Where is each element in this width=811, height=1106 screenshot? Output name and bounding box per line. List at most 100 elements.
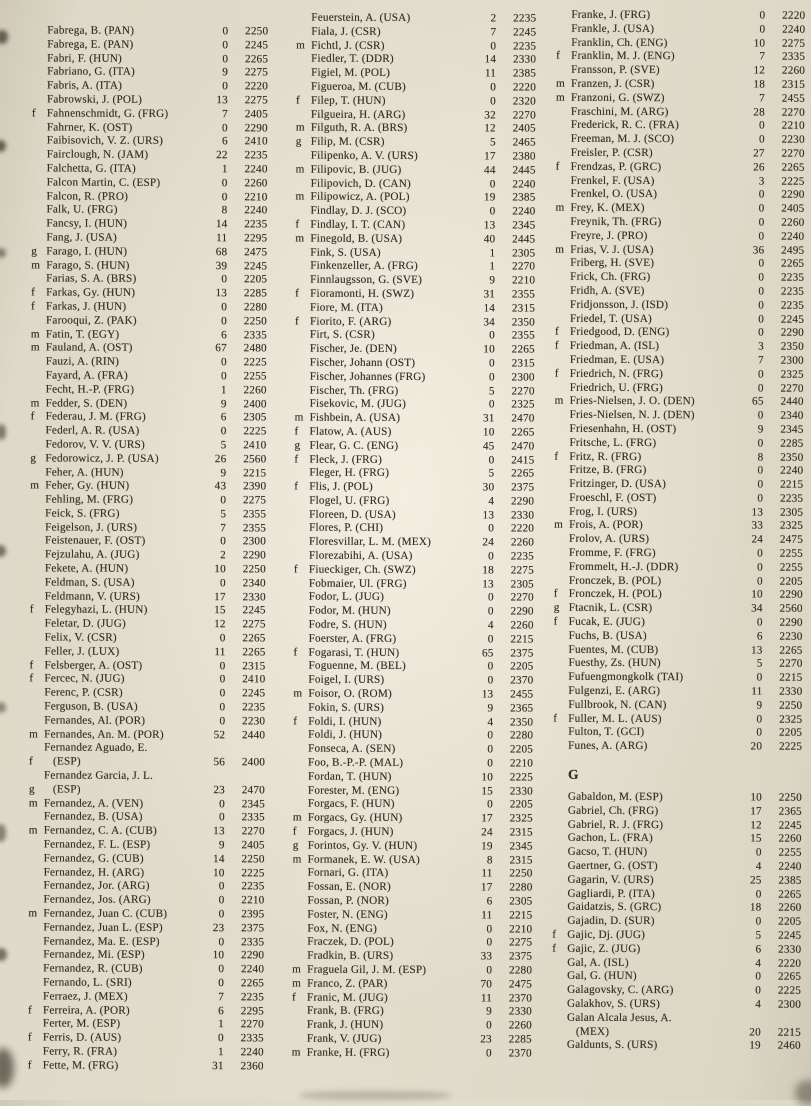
- rating-value: 2445: [495, 233, 535, 247]
- player-name: Filgueira, H. (ARG): [311, 108, 470, 122]
- games-count: 9: [736, 699, 762, 713]
- rating-value: 2270: [765, 148, 805, 162]
- player-name: Fernandez, Juan C. (CUB): [43, 907, 198, 921]
- games-count: 0: [200, 632, 226, 646]
- player-name: Fodor, L. (JUG): [309, 591, 468, 605]
- player-name: Fuentes, M. (CUB): [569, 643, 737, 658]
- rating-value: 2345: [225, 798, 265, 812]
- player-name: Friberg, H. (SVE): [570, 257, 738, 272]
- player-name: Forintos, Gy. V. (HUN): [308, 839, 467, 853]
- rating-value: 2265: [763, 644, 803, 658]
- title-letter: f: [31, 287, 46, 301]
- rating-value: 2245: [227, 260, 267, 274]
- rating-value: 2280: [492, 882, 532, 896]
- games-count: 0: [736, 672, 762, 686]
- title-letter: m: [292, 1046, 307, 1060]
- games-count: 9: [199, 839, 225, 853]
- title-letter: f: [294, 453, 309, 467]
- player-name: Firt, S. (CSR): [310, 329, 469, 343]
- games-count: 25: [736, 874, 762, 888]
- player-name: Fedder, S. (DEN): [46, 397, 201, 411]
- rating-value: 2395: [224, 908, 264, 922]
- rating-value: 2440: [225, 729, 265, 743]
- title-letter: m: [293, 688, 308, 702]
- rating-value: 2325: [764, 368, 804, 382]
- games-count: 4: [468, 619, 494, 633]
- player-name: Fraschini, M. (ARG): [571, 105, 739, 120]
- player-name: Freisler, P. (CSR): [571, 147, 739, 162]
- player-name: Fernandez Aguado, E. (ESP): [44, 742, 199, 770]
- games-count: 13: [201, 287, 227, 301]
- rating-value: 2265: [226, 646, 266, 660]
- player-name: Gal, G. (HUN): [567, 970, 735, 985]
- player-name: Freeman, M. J. (SCO): [571, 133, 739, 148]
- title-letter: m: [555, 202, 570, 216]
- player-name: Franklin, Ch. (ENG): [571, 36, 739, 51]
- player-name: Fiueckiger, Ch. (SWZ): [309, 563, 468, 577]
- rating-value: 2480: [227, 343, 267, 357]
- games-count: 6: [201, 329, 227, 343]
- rating-value: 2280: [492, 964, 532, 978]
- rating-value: 2315: [765, 79, 805, 93]
- player-name: Ftacnik, L. (CSR): [569, 602, 737, 617]
- games-count: 0: [468, 606, 494, 620]
- rating-value: 2240: [496, 178, 536, 192]
- rating-value: 2300: [764, 354, 804, 368]
- games-count: 7: [470, 26, 496, 40]
- rating-value: 2235: [227, 218, 267, 232]
- games-count: 0: [739, 9, 765, 23]
- rating-value: 2245: [496, 26, 536, 40]
- games-count: 28: [739, 106, 765, 120]
- games-count: 0: [738, 285, 764, 299]
- rating-value: 2245: [762, 819, 802, 833]
- title-letter: m: [293, 812, 308, 826]
- games-count: 11: [200, 646, 226, 660]
- player-name: Fioramonti, H. (SWZ): [310, 288, 469, 302]
- player-name: Filip, M. (CSR): [311, 136, 470, 150]
- rating-value: 2330: [492, 1006, 532, 1020]
- player-name: Fatin, T. (EGY): [46, 328, 201, 342]
- games-count: 5: [200, 439, 226, 453]
- games-count: 44: [470, 164, 496, 178]
- games-count: 0: [200, 425, 226, 439]
- games-count: 17: [200, 591, 226, 605]
- title-letter: m: [556, 91, 571, 105]
- player-name: Funes, A. (ARG): [568, 740, 736, 755]
- player-name: Fernandes, An. M. (POR): [44, 728, 199, 742]
- player-name: Fabrowski, J. (POL): [47, 93, 202, 107]
- rating-value: 2265: [224, 977, 264, 991]
- player-name: Fichtl, J. (CSR): [311, 39, 470, 53]
- games-count: 56: [199, 756, 225, 770]
- player-name: Fossan, P. (NOR): [307, 895, 466, 909]
- player-name: Filguth, R. A. (BRS): [311, 122, 470, 136]
- player-name: Freynik, Th. (FRG): [570, 216, 738, 231]
- games-count: 67: [201, 342, 227, 356]
- games-count: 31: [198, 1060, 224, 1074]
- rating-value: 2265: [228, 53, 268, 67]
- player-name: Franzen, J. (CSR): [571, 78, 739, 93]
